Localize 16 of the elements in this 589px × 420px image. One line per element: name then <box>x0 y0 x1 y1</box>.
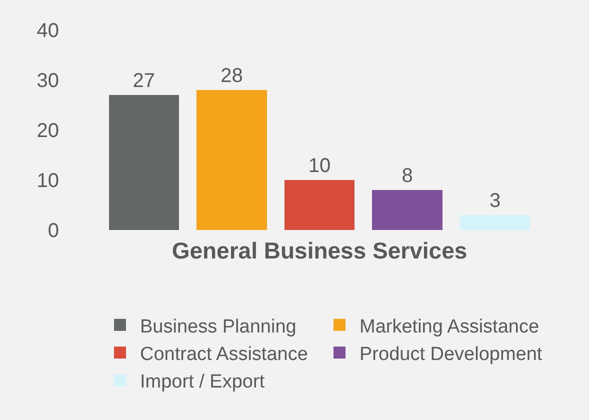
legend-label: Import / Export <box>140 372 266 393</box>
y-tick-label: 30 <box>36 70 59 92</box>
y-tick-label: 20 <box>36 120 59 142</box>
y-tick-label: 10 <box>36 170 59 192</box>
legend-label: Marketing Assistance <box>360 316 540 338</box>
data-label: 10 <box>308 155 331 177</box>
y-tick-label: 40 <box>36 20 59 42</box>
data-label: 8 <box>402 165 413 187</box>
legend-label: Contract Assistance <box>140 344 308 365</box>
y-tick-label: 0 <box>48 220 59 242</box>
legend-label: Business Planning <box>140 316 296 338</box>
data-label: 27 <box>132 70 156 92</box>
x-axis-title: General Business Services <box>172 238 468 264</box>
legend-label: Product Development <box>360 344 543 365</box>
data-label: 3 <box>490 190 501 212</box>
data-label: 28 <box>220 65 243 87</box>
